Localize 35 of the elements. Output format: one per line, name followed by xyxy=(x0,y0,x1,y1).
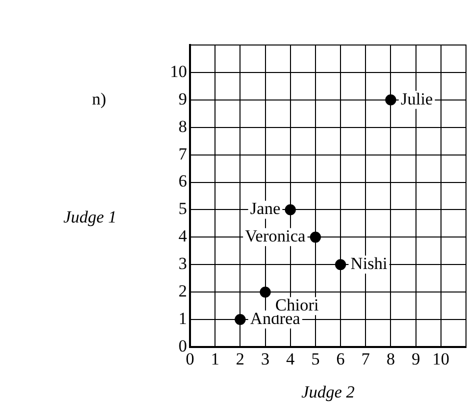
point xyxy=(385,94,396,106)
x-tick-label: 7 xyxy=(361,350,370,369)
x-tick-label: 3 xyxy=(261,350,270,369)
point xyxy=(335,259,346,270)
x-tick-label: 5 xyxy=(311,350,320,369)
x-tick-label: 10 xyxy=(432,350,450,369)
x-axis-title: Judge 2 xyxy=(301,382,356,402)
y-tick-label: 1 xyxy=(178,309,187,328)
x-tick-label: 4 xyxy=(286,350,296,369)
annotation: Veronica xyxy=(245,226,306,246)
y-tick-label: 0 xyxy=(178,336,187,356)
y-tick-label: 6 xyxy=(178,172,187,191)
x-tick-label: 1 xyxy=(210,350,220,369)
x-tick-label: 9 xyxy=(412,350,420,369)
point xyxy=(284,204,296,216)
point xyxy=(260,286,271,298)
annotation: Jane xyxy=(250,199,280,218)
y-tick-label: 10 xyxy=(170,62,187,81)
point xyxy=(234,314,246,326)
x-tick-label: 8 xyxy=(386,350,395,369)
annotation: Nishi xyxy=(350,254,388,274)
y-tick-label: 2 xyxy=(178,282,187,301)
y-tick-label: 5 xyxy=(178,199,187,218)
point xyxy=(310,232,321,243)
annotation: Julie xyxy=(400,89,433,108)
y-tick-label: 4 xyxy=(178,226,188,246)
x-tick-label: 6 xyxy=(336,350,345,369)
y-tick-label: 8 xyxy=(178,116,187,136)
x-tick-label: 2 xyxy=(236,350,244,369)
annotation: Chiori xyxy=(275,296,319,315)
y-tick-label: 7 xyxy=(178,144,188,164)
y-tick-label: 9 xyxy=(178,89,187,108)
y-axis-title: Judge 1 xyxy=(63,207,117,226)
y-tick-label: 3 xyxy=(178,254,187,274)
text: n) xyxy=(92,89,106,108)
